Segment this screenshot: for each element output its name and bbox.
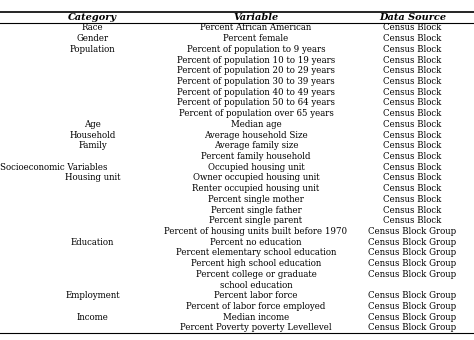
Text: Family: Family [78, 141, 107, 150]
Text: Percent of population to 9 years: Percent of population to 9 years [187, 45, 325, 54]
Text: Age: Age [84, 120, 101, 129]
Text: Household: Household [69, 131, 116, 139]
Text: school education: school education [219, 280, 292, 289]
Text: Average household Size: Average household Size [204, 131, 308, 139]
Text: Percent no education: Percent no education [210, 238, 302, 246]
Text: Census Block Group: Census Block Group [368, 249, 456, 257]
Text: Percent of population 40 to 49 years: Percent of population 40 to 49 years [177, 88, 335, 97]
Text: Employment: Employment [65, 291, 120, 300]
Text: Census Block: Census Block [383, 184, 442, 193]
Text: Percent of population 10 to 19 years: Percent of population 10 to 19 years [177, 56, 335, 65]
Text: Census Block Group: Census Block Group [368, 238, 456, 246]
Text: Census Block Group: Census Block Group [368, 323, 456, 332]
Text: Percent Poverty poverty Levellevel: Percent Poverty poverty Levellevel [180, 323, 332, 332]
Text: Census Block: Census Block [383, 109, 442, 118]
Text: Percent elementary school education: Percent elementary school education [176, 249, 336, 257]
Text: Median age: Median age [230, 120, 282, 129]
Text: Census Block: Census Block [383, 195, 442, 204]
Text: Renter occupied housing unit: Renter occupied housing unit [192, 184, 319, 193]
Text: Percent of population over 65 years: Percent of population over 65 years [179, 109, 333, 118]
Text: Census Block: Census Block [383, 99, 442, 107]
Text: Income: Income [76, 313, 109, 322]
Text: Percent of labor force employed: Percent of labor force employed [186, 302, 326, 311]
Text: Percent single father: Percent single father [210, 206, 301, 215]
Text: Category: Category [68, 13, 117, 22]
Text: Census Block: Census Block [383, 34, 442, 43]
Text: Census Block: Census Block [383, 206, 442, 215]
Text: Population: Population [70, 45, 115, 54]
Text: Census Block Group: Census Block Group [368, 270, 456, 279]
Text: Percent of population 20 to 29 years: Percent of population 20 to 29 years [177, 66, 335, 75]
Text: Housing unit: Housing unit [64, 173, 120, 182]
Text: Census Block: Census Block [383, 152, 442, 161]
Text: Variable: Variable [233, 13, 279, 22]
Text: Percent of population 30 to 39 years: Percent of population 30 to 39 years [177, 77, 335, 86]
Text: Occupied housing unit: Occupied housing unit [208, 163, 304, 172]
Text: Socioeconomic Variables: Socioeconomic Variables [0, 163, 108, 172]
Text: Percent college or graduate: Percent college or graduate [195, 270, 317, 279]
Text: Census Block: Census Block [383, 120, 442, 129]
Text: Percent labor force: Percent labor force [214, 291, 298, 300]
Text: Census Block Group: Census Block Group [368, 227, 456, 236]
Text: Percent African American: Percent African American [201, 23, 311, 32]
Text: Percent single parent: Percent single parent [210, 216, 302, 225]
Text: Percent female: Percent female [223, 34, 289, 43]
Text: Census Block: Census Block [383, 88, 442, 97]
Text: Census Block: Census Block [383, 45, 442, 54]
Text: Percent high school education: Percent high school education [191, 259, 321, 268]
Text: Census Block Group: Census Block Group [368, 291, 456, 300]
Text: Census Block Group: Census Block Group [368, 313, 456, 322]
Text: Census Block: Census Block [383, 66, 442, 75]
Text: Census Block: Census Block [383, 131, 442, 139]
Text: Census Block: Census Block [383, 141, 442, 150]
Text: Census Block: Census Block [383, 173, 442, 182]
Text: Percent of population 50 to 64 years: Percent of population 50 to 64 years [177, 99, 335, 107]
Text: Census Block: Census Block [383, 163, 442, 172]
Text: Census Block: Census Block [383, 56, 442, 65]
Text: Average family size: Average family size [214, 141, 298, 150]
Text: Census Block: Census Block [383, 216, 442, 225]
Text: Race: Race [82, 23, 103, 32]
Text: Data Source: Data Source [379, 13, 446, 22]
Text: Gender: Gender [76, 34, 109, 43]
Text: Education: Education [71, 238, 114, 246]
Text: Percent family household: Percent family household [201, 152, 311, 161]
Text: Census Block Group: Census Block Group [368, 302, 456, 311]
Text: Census Block: Census Block [383, 77, 442, 86]
Text: Census Block Group: Census Block Group [368, 259, 456, 268]
Text: Percent single mother: Percent single mother [208, 195, 304, 204]
Text: Owner occupied housing unit: Owner occupied housing unit [192, 173, 319, 182]
Text: Census Block: Census Block [383, 23, 442, 32]
Text: Median income: Median income [223, 313, 289, 322]
Text: Percent of housing units built before 1970: Percent of housing units built before 19… [164, 227, 347, 236]
